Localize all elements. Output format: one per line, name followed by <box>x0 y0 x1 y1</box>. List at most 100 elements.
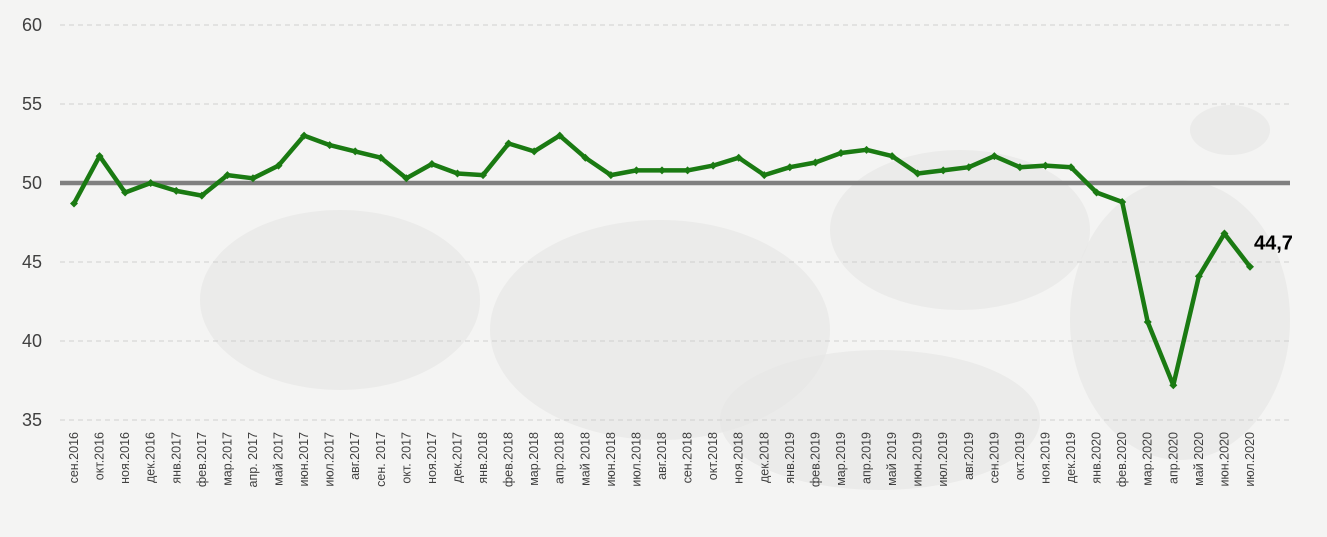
data-point <box>351 147 360 156</box>
y-axis: 35 40 45 50 55 60 <box>22 15 42 430</box>
data-point <box>683 166 692 175</box>
data-point <box>1246 262 1254 271</box>
data-point <box>479 171 488 180</box>
x-tick-label: ноя.2019 <box>1038 432 1052 484</box>
data-point <box>95 152 104 161</box>
x-tick-label: фев.2019 <box>808 432 822 487</box>
x-tick-label: мар.2019 <box>834 432 848 486</box>
x-tick-label: апр. 2017 <box>246 432 260 487</box>
data-point <box>785 163 794 172</box>
x-tick-label: сен. 2017 <box>374 432 388 487</box>
data-point <box>760 171 769 180</box>
y-tick-label: 35 <box>22 410 42 430</box>
x-tick-label: май 2017 <box>272 432 286 486</box>
data-point <box>172 186 181 195</box>
x-tick-label: июн.2019 <box>911 432 925 487</box>
data-point <box>376 153 385 162</box>
map-blob-2 <box>830 150 1090 310</box>
x-tick-label: июн.2017 <box>297 432 311 487</box>
data-labels: 44,7 <box>1254 233 1293 255</box>
data-point <box>146 179 155 187</box>
series-group <box>70 131 1254 390</box>
data-point <box>1143 318 1152 327</box>
x-tick-label: окт. 2017 <box>399 432 413 484</box>
x-tick-label: июн.2020 <box>1217 432 1231 487</box>
data-point <box>248 174 257 183</box>
x-tick-label: апр.2020 <box>1166 432 1180 484</box>
data-point <box>1092 188 1101 197</box>
x-tick-label: фев.2020 <box>1115 432 1129 487</box>
background-map-decoration <box>200 105 1290 490</box>
data-point <box>1169 381 1178 390</box>
x-tick-label: янв.2020 <box>1090 432 1104 484</box>
x-tick-label: дек.2017 <box>450 432 464 483</box>
data-point <box>402 174 411 183</box>
x-tick-label: дек.2019 <box>1064 432 1078 483</box>
x-tick-label: янв.2018 <box>476 432 490 484</box>
data-point <box>1118 197 1127 206</box>
x-tick-label: май 2019 <box>885 432 899 486</box>
data-point <box>223 171 232 180</box>
x-tick-label: фев.2017 <box>195 432 209 487</box>
data-point <box>1067 163 1076 172</box>
data-point <box>453 169 462 178</box>
data-point <box>632 166 641 175</box>
x-tick-label: апр.2018 <box>553 432 567 484</box>
y-tick-label: 50 <box>22 173 42 193</box>
x-tick-label: июл.2018 <box>629 432 643 487</box>
x-tick-label: апр.2019 <box>860 432 874 484</box>
map-blob-5 <box>1190 105 1270 155</box>
x-tick-label: июл.2020 <box>1243 432 1257 487</box>
x-tick-label: май 2020 <box>1192 432 1206 486</box>
x-tick-label: май 2018 <box>578 432 592 486</box>
data-point <box>1220 229 1229 238</box>
data-point <box>197 191 206 200</box>
data-point <box>1194 272 1203 281</box>
data-point <box>530 147 539 156</box>
y-tick-label: 55 <box>22 94 42 114</box>
x-tick-label: ноя.2018 <box>732 432 746 484</box>
x-tick-label: янв.2019 <box>783 432 797 484</box>
x-tick-label: авг.2018 <box>655 432 669 480</box>
x-tick-label: авг.2019 <box>962 432 976 480</box>
y-tick-label: 60 <box>22 15 42 35</box>
data-point <box>427 160 436 169</box>
data-point <box>555 131 564 140</box>
data-point <box>581 153 590 162</box>
x-tick-label: янв.2017 <box>169 432 183 484</box>
data-point <box>888 152 897 161</box>
x-tick-label: ноя.2016 <box>118 432 132 484</box>
y-tick-label: 45 <box>22 252 42 272</box>
data-point <box>939 166 948 175</box>
x-tick-label: мар.2017 <box>220 432 234 486</box>
data-point <box>964 163 973 172</box>
x-tick-label: июн.2018 <box>604 432 618 487</box>
data-point <box>811 158 820 167</box>
data-point <box>325 141 334 150</box>
map-blob-3 <box>1070 180 1290 460</box>
x-tick-label: авг.2017 <box>348 432 362 480</box>
x-tick-label: сен.2018 <box>681 432 695 483</box>
data-point <box>862 145 871 154</box>
data-point <box>913 169 922 178</box>
map-blob-0 <box>200 210 480 390</box>
data-point <box>121 188 130 197</box>
x-tick-label: ноя.2017 <box>425 432 439 484</box>
x-tick-label: дек.2018 <box>757 432 771 483</box>
data-point <box>1015 163 1024 172</box>
x-tick-label: июл.2017 <box>323 432 337 487</box>
x-tick-label: окт.2018 <box>706 432 720 480</box>
data-point <box>990 152 999 161</box>
x-tick-label: окт.2019 <box>1013 432 1027 480</box>
data-point <box>300 131 309 140</box>
x-tick-label: июл.2019 <box>936 432 950 487</box>
x-tick-label: фев.2018 <box>502 432 516 487</box>
x-axis: сен.2016 окт.2016 ноя.2016 дек.2016 янв.2017… <box>67 432 1257 487</box>
data-point <box>70 199 78 208</box>
x-tick-label: окт.2016 <box>93 432 107 480</box>
data-point <box>504 139 513 148</box>
x-tick-label: сен.2019 <box>987 432 1001 483</box>
data-point <box>836 148 845 157</box>
